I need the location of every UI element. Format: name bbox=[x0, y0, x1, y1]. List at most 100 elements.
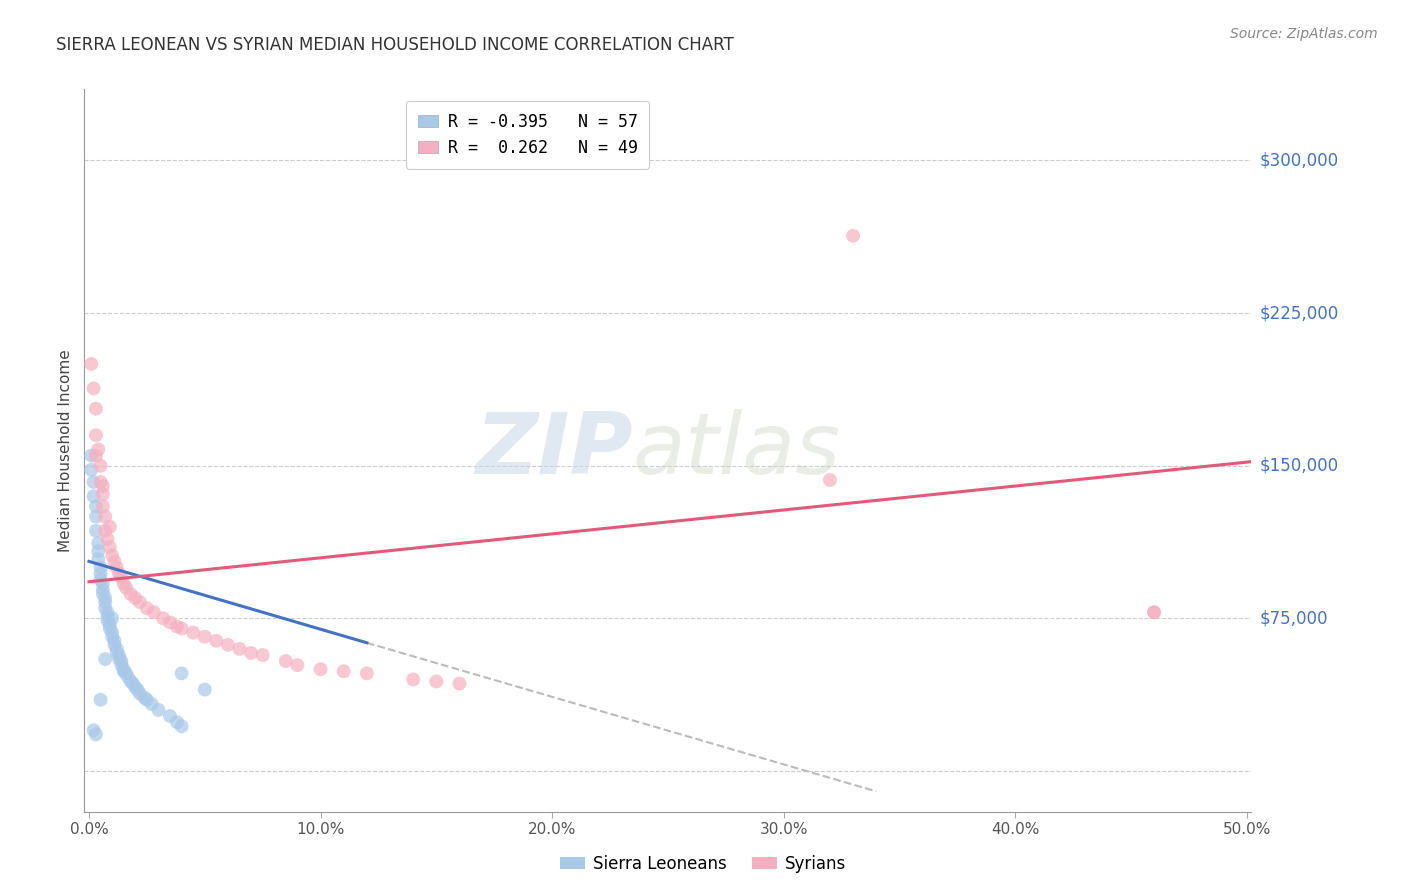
Point bbox=[87, 442, 110, 457]
Point bbox=[84, 428, 107, 442]
Point bbox=[129, 595, 152, 609]
Point bbox=[94, 595, 117, 609]
Point bbox=[110, 658, 132, 673]
Point bbox=[98, 520, 121, 534]
Point bbox=[205, 633, 228, 648]
Point bbox=[90, 566, 112, 581]
Point bbox=[87, 552, 110, 566]
Point bbox=[94, 591, 117, 605]
Point bbox=[181, 625, 204, 640]
Point bbox=[108, 566, 131, 581]
Point bbox=[87, 544, 110, 558]
Point bbox=[115, 666, 138, 681]
Point bbox=[84, 449, 107, 463]
Point bbox=[98, 540, 121, 554]
Point bbox=[105, 560, 128, 574]
Point bbox=[101, 549, 124, 563]
Point bbox=[105, 641, 128, 656]
Point bbox=[94, 652, 117, 666]
Point bbox=[84, 500, 107, 514]
Point bbox=[115, 581, 138, 595]
Point bbox=[91, 487, 114, 501]
Point bbox=[112, 662, 135, 676]
Point bbox=[152, 611, 174, 625]
Legend: Sierra Leoneans, Syrians: Sierra Leoneans, Syrians bbox=[553, 848, 853, 880]
Point bbox=[159, 615, 181, 630]
Point bbox=[87, 536, 110, 550]
Point bbox=[103, 633, 125, 648]
Point bbox=[1143, 605, 1166, 619]
Point bbox=[83, 489, 105, 503]
Point bbox=[94, 524, 117, 538]
Text: $150,000: $150,000 bbox=[1260, 457, 1339, 475]
Point bbox=[90, 573, 112, 587]
Point bbox=[170, 622, 193, 636]
Point bbox=[1143, 605, 1166, 619]
Point bbox=[90, 475, 112, 489]
Point bbox=[120, 674, 142, 689]
Text: $300,000: $300,000 bbox=[1260, 152, 1339, 169]
Point bbox=[402, 673, 425, 687]
Point bbox=[80, 449, 103, 463]
Point bbox=[112, 576, 135, 591]
Point bbox=[91, 582, 114, 597]
Point bbox=[252, 648, 274, 662]
Point bbox=[129, 687, 152, 701]
Point bbox=[110, 571, 132, 585]
Point bbox=[148, 703, 170, 717]
Point bbox=[159, 709, 181, 723]
Text: atlas: atlas bbox=[633, 409, 841, 492]
Point bbox=[98, 622, 121, 636]
Point bbox=[166, 619, 188, 633]
Point bbox=[108, 648, 131, 662]
Point bbox=[91, 587, 114, 601]
Legend: R = -0.395   N = 57, R =  0.262   N = 49: R = -0.395 N = 57, R = 0.262 N = 49 bbox=[406, 101, 650, 169]
Point bbox=[84, 727, 107, 741]
Text: SIERRA LEONEAN VS SYRIAN MEDIAN HOUSEHOLD INCOME CORRELATION CHART: SIERRA LEONEAN VS SYRIAN MEDIAN HOUSEHOL… bbox=[56, 36, 734, 54]
Point bbox=[91, 500, 114, 514]
Point bbox=[90, 560, 112, 574]
Point bbox=[356, 666, 378, 681]
Text: Source: ZipAtlas.com: Source: ZipAtlas.com bbox=[1230, 27, 1378, 41]
Point bbox=[101, 625, 124, 640]
Point bbox=[94, 509, 117, 524]
Point bbox=[90, 693, 112, 707]
Point bbox=[96, 605, 118, 619]
Point bbox=[142, 605, 165, 619]
Point bbox=[110, 654, 132, 668]
Point bbox=[84, 524, 107, 538]
Point bbox=[332, 665, 354, 679]
Point bbox=[94, 601, 117, 615]
Point bbox=[217, 638, 239, 652]
Point bbox=[842, 228, 865, 243]
Point bbox=[194, 630, 217, 644]
Point bbox=[135, 693, 157, 707]
Point bbox=[124, 681, 146, 695]
Point bbox=[228, 641, 250, 656]
Point bbox=[80, 463, 103, 477]
Point bbox=[287, 658, 309, 673]
Point bbox=[103, 554, 125, 568]
Point bbox=[141, 697, 163, 711]
Point bbox=[166, 715, 188, 730]
Point bbox=[101, 630, 124, 644]
Point bbox=[194, 682, 217, 697]
Point bbox=[103, 638, 125, 652]
Point bbox=[84, 509, 107, 524]
Point bbox=[117, 670, 139, 684]
Point bbox=[240, 646, 263, 660]
Text: $225,000: $225,000 bbox=[1260, 304, 1339, 322]
Point bbox=[170, 719, 193, 733]
Point bbox=[101, 611, 124, 625]
Point bbox=[818, 473, 841, 487]
Point bbox=[127, 682, 149, 697]
Point bbox=[309, 662, 332, 676]
Point bbox=[108, 652, 131, 666]
Point bbox=[274, 654, 297, 668]
Point bbox=[91, 576, 114, 591]
Point bbox=[112, 665, 135, 679]
Point bbox=[120, 587, 142, 601]
Point bbox=[425, 674, 447, 689]
Point bbox=[80, 357, 103, 371]
Point bbox=[122, 676, 145, 690]
